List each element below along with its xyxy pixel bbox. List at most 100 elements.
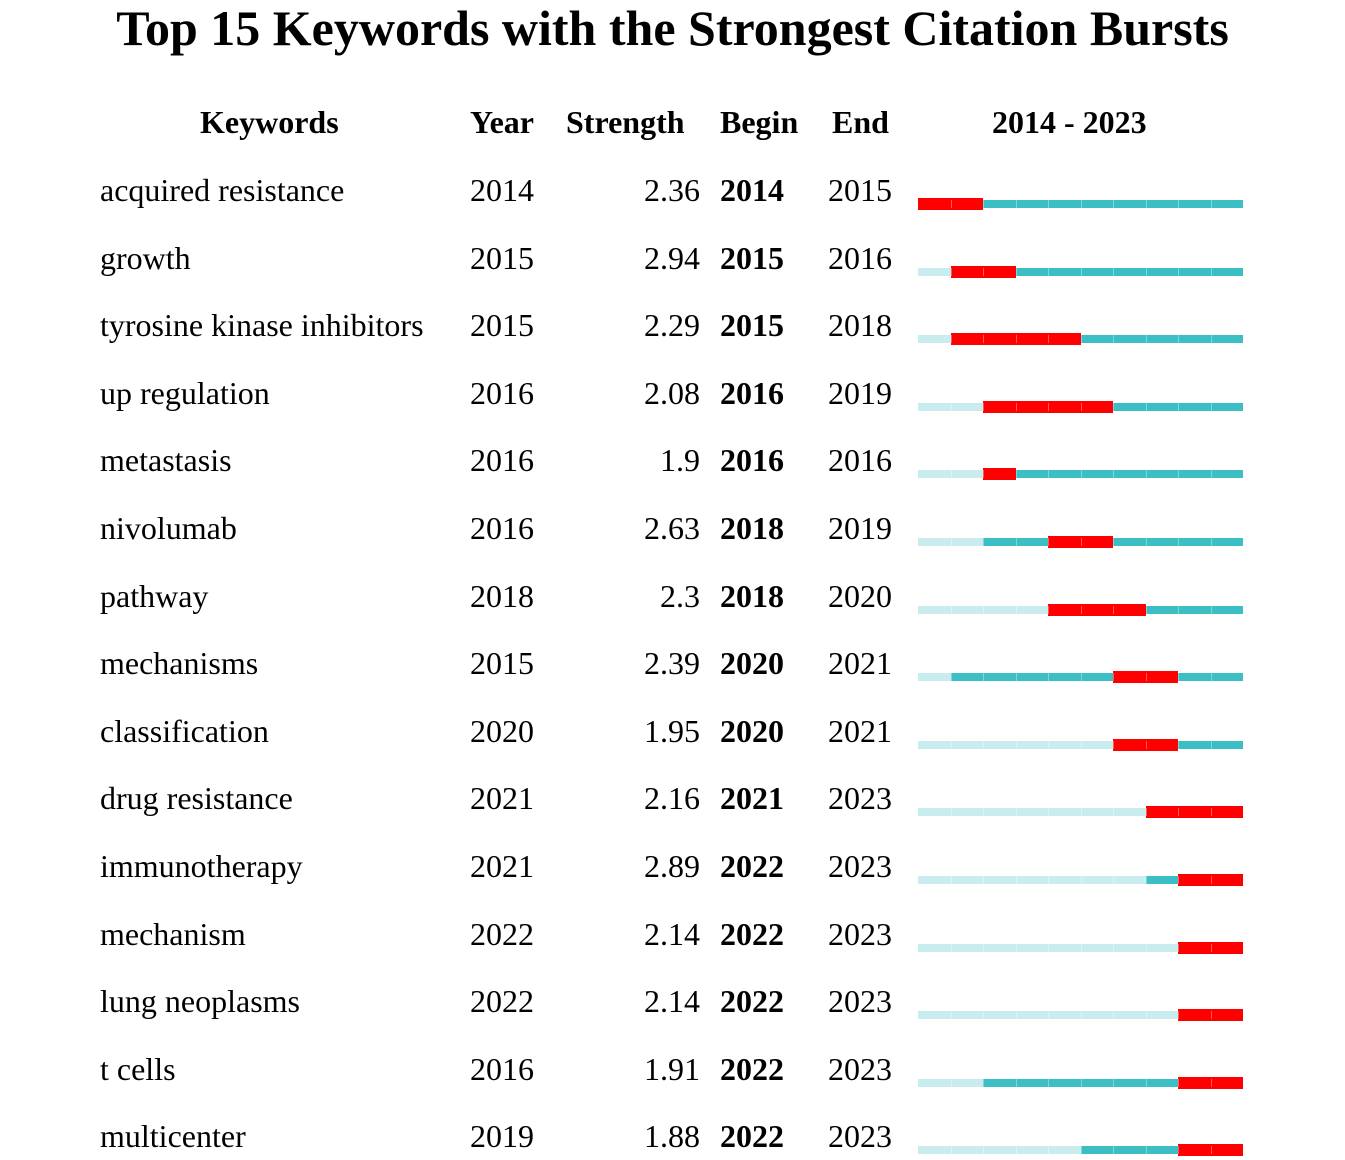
year-separator	[1210, 200, 1212, 208]
year-separator	[1015, 605, 1017, 614]
year-separator	[1015, 538, 1017, 546]
year-separator	[950, 943, 952, 952]
year-separator	[1113, 267, 1114, 276]
year-separator	[1210, 808, 1212, 817]
year-separator	[950, 740, 952, 749]
year-separator	[1048, 538, 1049, 546]
year-separator	[1210, 538, 1212, 546]
year-separator	[950, 876, 952, 884]
timeline-active-segment	[950, 267, 1243, 276]
end-cell: 2023	[828, 1050, 892, 1087]
year-separator	[1080, 876, 1082, 884]
end-cell: 2019	[828, 510, 892, 546]
year-separator	[983, 673, 984, 682]
year-separator	[983, 200, 984, 208]
year-separator	[1145, 200, 1147, 208]
strength-cell: 2.94	[644, 239, 700, 276]
timeline-active-segment	[983, 1078, 1243, 1087]
burst-segment	[950, 265, 1016, 278]
year-separator	[1015, 808, 1017, 817]
begin-cell: 2022	[720, 848, 784, 884]
year-separator	[1178, 943, 1179, 952]
year-separator	[1178, 605, 1179, 614]
year-cell: 2015	[470, 645, 534, 682]
year-separator	[1210, 267, 1212, 276]
keyword-cell: tyrosine kinase inhibitors	[100, 307, 424, 344]
strength-cell: 2.89	[644, 848, 700, 884]
year-separator	[1080, 1078, 1082, 1087]
year-separator	[983, 808, 984, 817]
begin-cell: 2022	[720, 915, 784, 952]
header-keywords: Keywords	[200, 104, 339, 140]
year-separator	[1015, 1011, 1017, 1020]
burst-segment	[1178, 1076, 1243, 1089]
year-separator	[1113, 808, 1114, 817]
begin-cell: 2022	[720, 1050, 784, 1087]
year-separator	[1048, 876, 1049, 884]
year-separator	[1178, 402, 1179, 411]
strength-cell: 1.95	[644, 712, 700, 749]
year-separator	[1080, 1011, 1082, 1020]
year-separator	[1080, 470, 1082, 479]
year-cell: 2021	[470, 848, 534, 884]
strength-cell: 2.63	[644, 510, 700, 546]
year-separator	[1048, 605, 1049, 614]
strength-cell: 1.9	[660, 442, 700, 479]
begin-cell: 2015	[720, 307, 784, 344]
burst-segment	[1048, 536, 1113, 548]
year-separator	[983, 538, 984, 546]
end-cell: 2021	[828, 712, 892, 749]
begin-cell: 2022	[720, 983, 784, 1020]
year-separator	[1210, 1078, 1212, 1087]
timeline-active-segment	[1113, 740, 1243, 749]
year-cell: 2021	[470, 780, 534, 817]
year-separator	[1210, 1146, 1212, 1155]
year-separator	[1048, 470, 1049, 479]
timeline-inactive-segment	[918, 1078, 983, 1087]
year-separator	[950, 808, 952, 817]
year-separator	[1080, 1146, 1082, 1155]
year-cell: 2014	[470, 172, 534, 208]
burst-segment	[1178, 1009, 1243, 1022]
strength-cell: 2.14	[644, 983, 700, 1020]
year-separator	[1015, 335, 1017, 344]
year-separator	[950, 402, 952, 411]
year-separator	[983, 402, 984, 411]
begin-cell: 2022	[720, 1118, 784, 1155]
year-separator	[1113, 876, 1114, 884]
year-separator	[1080, 200, 1082, 208]
strength-cell: 2.39	[644, 645, 700, 682]
keyword-cell: pathway	[100, 577, 209, 614]
year-separator	[1145, 267, 1147, 276]
year-separator	[1015, 943, 1017, 952]
year-separator	[950, 1146, 952, 1155]
year-cell: 2019	[470, 1118, 534, 1155]
year-separator	[1178, 1146, 1179, 1155]
end-cell: 2019	[828, 374, 892, 411]
burst-segment	[983, 400, 1113, 413]
year-separator	[1048, 1011, 1049, 1020]
end-cell: 2020	[828, 577, 892, 614]
year-separator	[950, 605, 952, 614]
begin-cell: 2016	[720, 442, 784, 479]
timeline-inactive-segment	[918, 538, 983, 546]
timeline-active-segment	[1048, 605, 1243, 614]
year-cell: 2016	[470, 374, 534, 411]
year-separator	[1048, 808, 1049, 817]
year-cell: 2018	[470, 577, 534, 614]
timeline-active-segment	[983, 402, 1243, 411]
begin-cell: 2020	[720, 645, 784, 682]
year-separator	[1113, 1078, 1114, 1087]
year-separator	[1145, 605, 1147, 614]
year-cell: 2020	[470, 712, 534, 749]
year-separator	[950, 1078, 952, 1087]
year-separator	[1178, 740, 1179, 749]
keyword-cell: mechanisms	[100, 645, 259, 682]
year-separator	[1015, 740, 1017, 749]
year-cell: 2022	[470, 915, 534, 952]
year-separator	[1080, 402, 1082, 411]
year-separator	[1178, 538, 1179, 546]
end-cell: 2023	[828, 780, 892, 817]
year-separator	[1178, 673, 1179, 682]
